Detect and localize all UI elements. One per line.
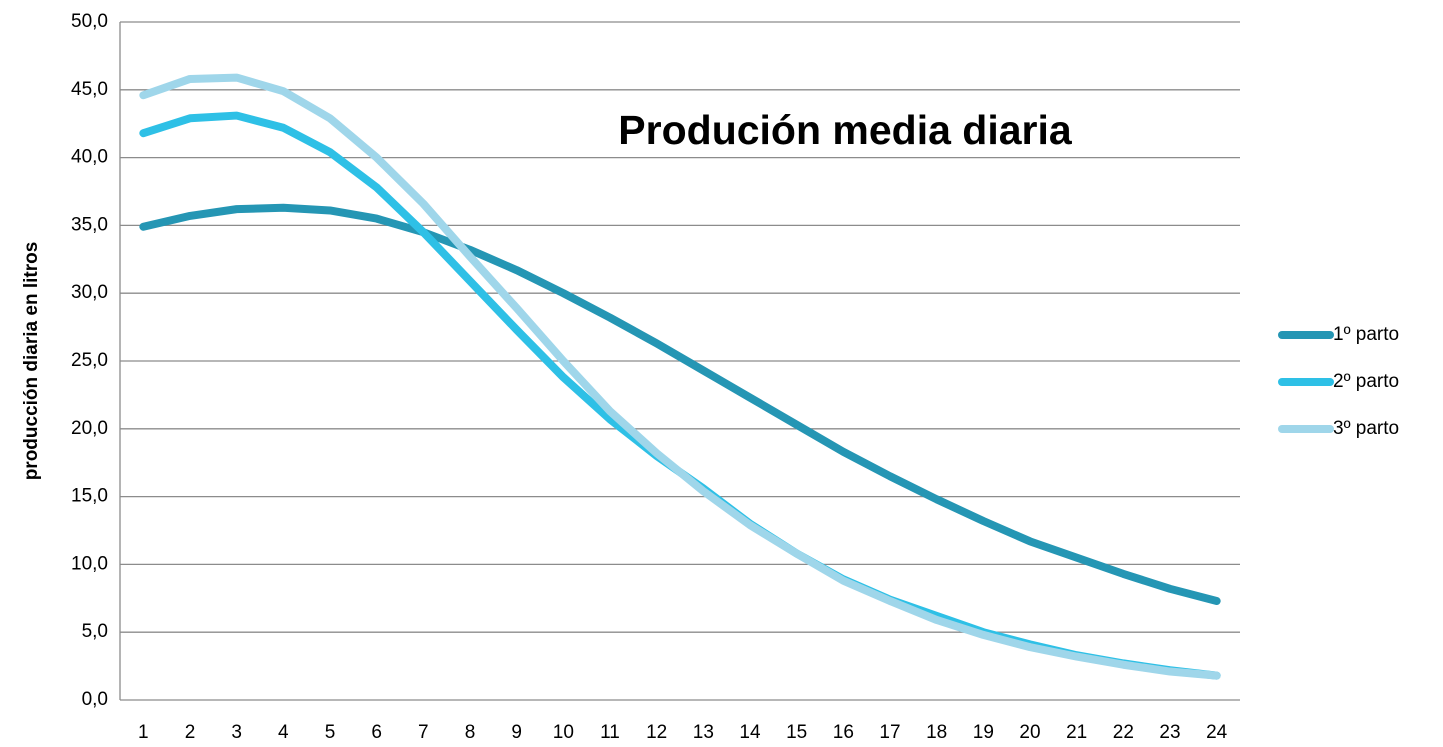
- y-tick-label: 50,0: [71, 11, 108, 32]
- x-tick-label: 22: [1113, 722, 1134, 743]
- y-tick-label: 30,0: [71, 282, 108, 303]
- y-tick-label: 0,0: [82, 689, 108, 710]
- x-tick-label: 10: [553, 722, 574, 743]
- x-tick-label: 7: [418, 722, 429, 743]
- legend-label: 3º parto: [1333, 418, 1399, 439]
- x-tick-label: 4: [278, 722, 289, 743]
- x-tick-label: 9: [511, 722, 522, 743]
- y-tick-label: 40,0: [71, 147, 108, 168]
- y-tick-label: 20,0: [71, 418, 108, 439]
- x-tick-label: 19: [973, 722, 994, 743]
- chart-title: Produción media diaria: [618, 107, 1073, 153]
- y-tick-label: 10,0: [71, 553, 108, 574]
- y-tick-label: 45,0: [71, 79, 108, 100]
- x-tick-label: 12: [646, 722, 667, 743]
- x-tick-label: 17: [879, 722, 900, 743]
- x-tick-label: 18: [926, 722, 947, 743]
- x-tick-label: 13: [693, 722, 714, 743]
- x-tick-label: 5: [325, 722, 336, 743]
- x-tick-label: 23: [1159, 722, 1180, 743]
- series-line: [139, 111, 1221, 680]
- series-line: [139, 73, 1221, 680]
- y-tick-label: 15,0: [71, 486, 108, 507]
- x-tick-label: 11: [600, 722, 620, 743]
- y-tick-label: 25,0: [71, 350, 108, 371]
- x-tick-label: 6: [371, 722, 382, 743]
- x-tick-label: 20: [1019, 722, 1040, 743]
- y-tick-label: 35,0: [71, 214, 108, 235]
- y-axis-label: producción diaria en litros: [21, 242, 42, 481]
- legend-label: 2º parto: [1333, 371, 1399, 392]
- series-line: [139, 203, 1221, 606]
- x-tick-label: 1: [138, 722, 149, 743]
- x-tick-label: 16: [833, 722, 854, 743]
- x-tick-label: 3: [231, 722, 242, 743]
- x-tick-label: 21: [1066, 722, 1087, 743]
- legend-label: 1º parto: [1333, 324, 1399, 345]
- y-tick-label: 5,0: [82, 621, 108, 642]
- x-tick-label: 14: [739, 722, 761, 743]
- x-tick-label: 8: [465, 722, 476, 743]
- x-tick-label: 2: [185, 722, 196, 743]
- x-tick-label: 15: [786, 722, 807, 743]
- x-tick-label: 24: [1206, 722, 1228, 743]
